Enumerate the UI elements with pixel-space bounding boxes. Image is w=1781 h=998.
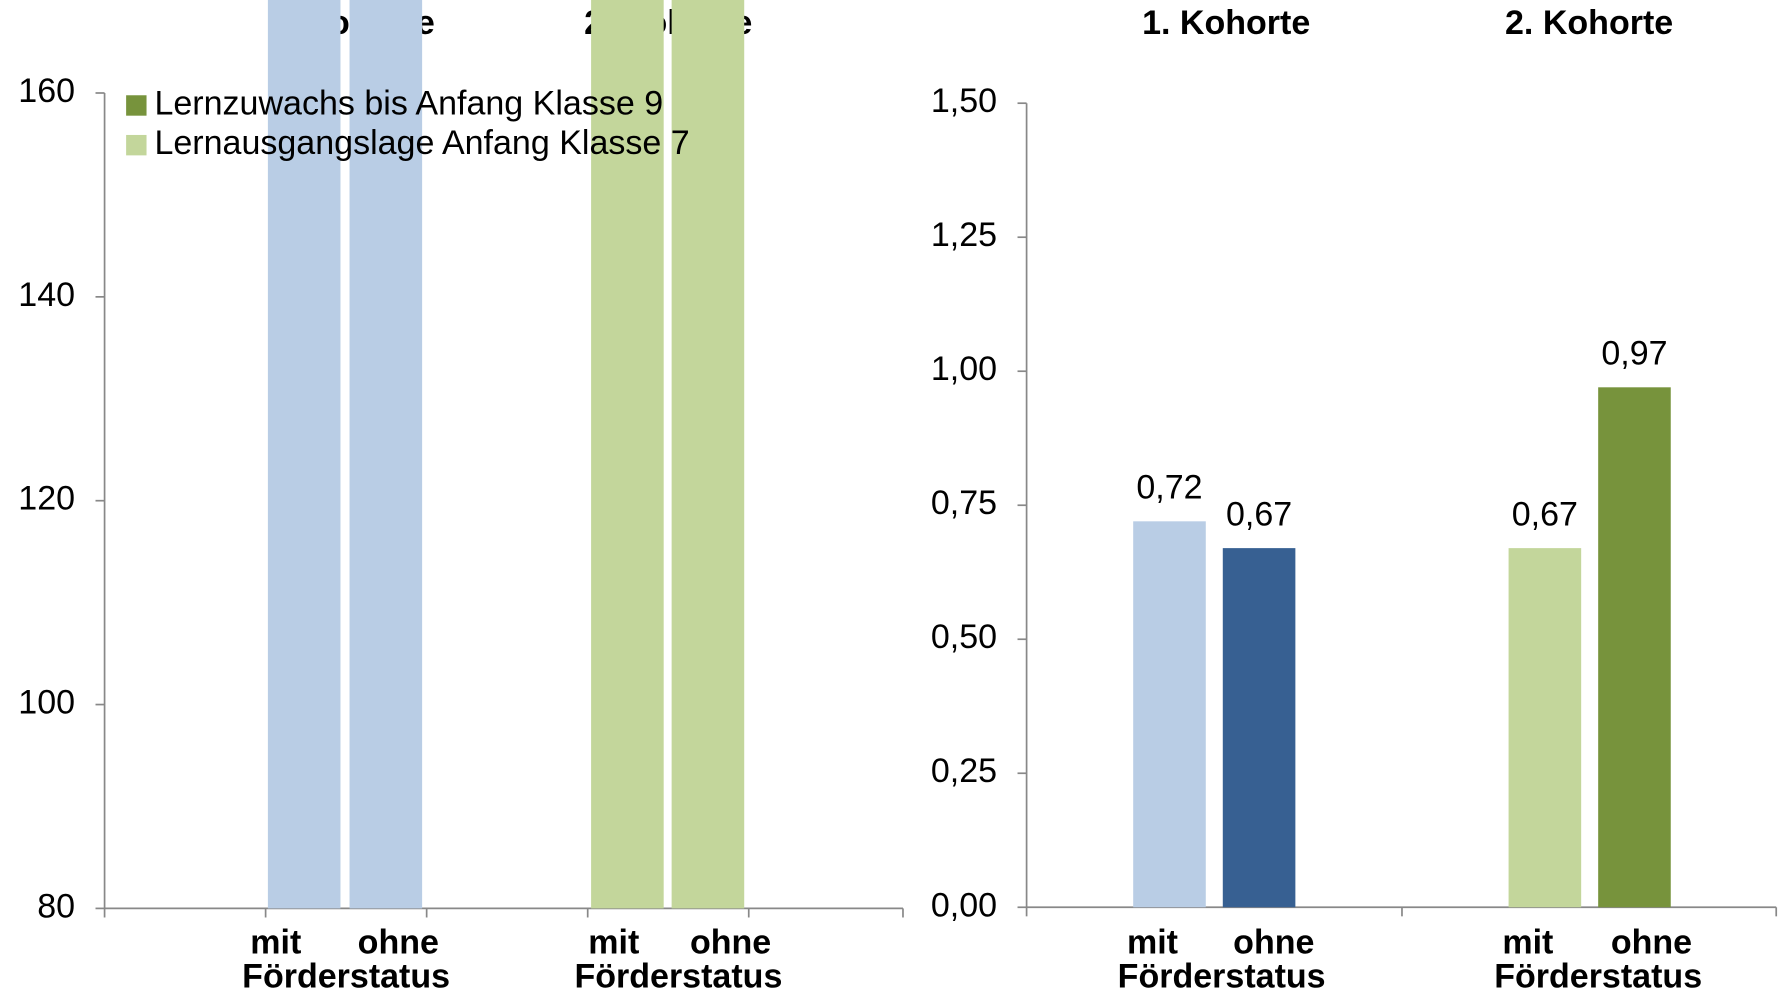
y-tick-label: 1,25 (931, 216, 997, 254)
y-tick-label: 0,75 (931, 484, 997, 522)
bar (1598, 387, 1671, 908)
y-tick-label: 0,50 (931, 618, 997, 656)
legend-label: Lernzuwachs bis Anfang Klasse 9 (154, 84, 663, 122)
group-title: 1. Kohorte (1142, 4, 1310, 42)
y-tick-label: 80 (37, 887, 75, 925)
x-axis-label: Förderstatus (574, 958, 782, 996)
bar-segment (671, 0, 745, 909)
legend-swatch (126, 134, 147, 156)
y-tick-label: 100 (18, 684, 75, 722)
y-tick-label: 140 (18, 276, 75, 314)
bar (1133, 521, 1206, 908)
value-label: 0,67 (1512, 495, 1578, 533)
legend-swatch (126, 95, 147, 116)
bar-segment (267, 0, 341, 909)
x-tick-label: ohne (358, 924, 439, 962)
y-tick-label: 0,00 (931, 886, 997, 924)
bar-segment (349, 0, 423, 909)
x-tick-label: mit (1502, 924, 1553, 962)
value-label: 0,67 (1226, 495, 1292, 533)
x-tick-label: mit (588, 924, 639, 962)
x-axis-label: Förderstatus (242, 958, 450, 996)
y-tick-label: 1,00 (931, 350, 997, 388)
y-tick-label: 120 (18, 480, 75, 518)
bar (1508, 548, 1582, 908)
x-tick-label: ohne (690, 924, 771, 962)
x-tick-label: ohne (1233, 924, 1314, 962)
y-tick-label: 1,50 (931, 82, 997, 120)
x-tick-label: mit (1127, 924, 1178, 962)
group-title: 2. Kohorte (1505, 4, 1673, 42)
x-axis-label: Förderstatus (1118, 958, 1326, 996)
x-axis-label: Förderstatus (1494, 958, 1702, 996)
bar (1222, 548, 1296, 908)
y-tick-label: 0,25 (931, 752, 997, 790)
bar-segment (591, 0, 664, 909)
value-label: 0,97 (1601, 335, 1667, 373)
x-tick-label: mit (250, 924, 301, 962)
legend-label: Lernausgangslage Anfang Klasse 7 (154, 124, 689, 162)
value-label: 0,72 (1136, 469, 1202, 507)
y-tick-label: 160 (18, 72, 75, 110)
x-tick-label: ohne (1611, 924, 1692, 962)
